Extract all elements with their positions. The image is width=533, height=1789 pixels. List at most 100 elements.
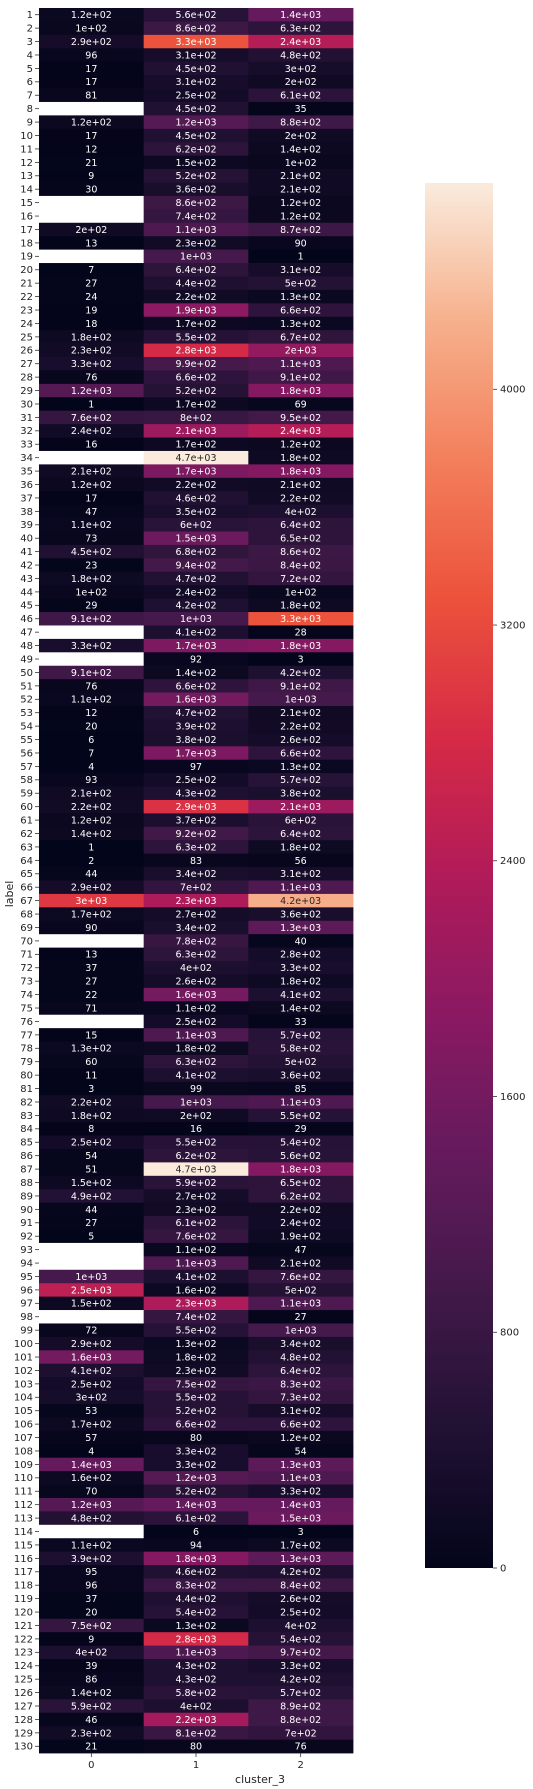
heatmap-cell (143, 692, 249, 707)
cell-annotation: 33 (295, 1017, 307, 1028)
cell-annotation: 3 (88, 1084, 94, 1095)
cell-annotation: 1.7e+02 (175, 399, 216, 410)
heatmap-cell (39, 732, 145, 747)
y-tick-label: 80 (20, 1071, 33, 1082)
heatmap-cell (248, 491, 354, 506)
cell-annotation: 12 (85, 708, 97, 719)
cell-annotation: 8.8e+02 (280, 118, 321, 129)
heatmap-cell (143, 1659, 249, 1673)
heatmap-cell (39, 1632, 145, 1647)
heatmap-cell (248, 504, 354, 519)
cell-annotation: 1e+02 (285, 158, 317, 169)
cell-annotation: 3.8e+02 (280, 789, 321, 800)
y-tick-label: 89 (20, 1191, 33, 1202)
cell-annotation: 3 (298, 1527, 304, 1538)
heatmap-cell (39, 1122, 145, 1136)
cell-annotation: 2.4e+02 (175, 587, 216, 598)
y-tick-label: 38 (20, 507, 33, 518)
cell-annotation: 9.1e+02 (71, 614, 112, 625)
cell-annotation: 1.3e+02 (280, 292, 321, 303)
heatmap-cell (248, 826, 354, 841)
heatmap-cell (143, 209, 249, 224)
y-tick-label: 6 (27, 77, 33, 88)
y-tick-label: 32 (20, 426, 33, 437)
cell-annotation: 1.8e+03 (280, 467, 321, 478)
cell-annotation: 3.8e+02 (175, 735, 216, 746)
heatmap-cell (248, 518, 354, 532)
cell-annotation: 1.8e+02 (175, 1044, 216, 1055)
cell-annotation: 6.1e+02 (175, 1514, 216, 1525)
cell-annotation: 1.7e+02 (175, 440, 216, 451)
heatmap-cell (39, 1457, 145, 1472)
heatmap-cell (39, 276, 145, 291)
cell-annotation: 1.4e+03 (280, 1500, 321, 1511)
cell-annotation: 4.3e+02 (175, 1675, 216, 1686)
cell-annotation: 1.2e+02 (71, 480, 112, 491)
heatmap-cell (248, 1122, 354, 1136)
cell-annotation: 4.1e+02 (71, 1366, 112, 1377)
cell-annotation: 17 (85, 64, 97, 75)
cell-annotation: 2.8e+03 (175, 346, 216, 357)
heatmap-cell (248, 222, 354, 237)
cell-annotation: 6.4e+02 (280, 1366, 321, 1377)
heatmap-cell (248, 1175, 354, 1190)
cell-annotation: 3.4e+02 (175, 923, 216, 934)
cell-annotation: 9.2e+02 (175, 829, 216, 840)
heatmap-cell (143, 1283, 249, 1298)
cell-annotation: 27 (295, 1312, 307, 1323)
heatmap-cell (248, 706, 354, 720)
cell-annotation: 2e+02 (75, 225, 107, 236)
cell-annotation: 95 (85, 1567, 97, 1578)
cell-annotation: 4e+02 (285, 1621, 317, 1632)
cell-annotation: 7.4e+02 (175, 211, 216, 222)
heatmap-cell (248, 1323, 354, 1338)
heatmap-cell (143, 1712, 249, 1727)
cell-annotation: 1.1e+02 (175, 1003, 216, 1014)
heatmap-cell (248, 343, 354, 358)
cell-annotation: 18 (85, 319, 97, 330)
cell-annotation: 5.7e+02 (280, 1030, 321, 1041)
cell-annotation: 2.7e+02 (175, 1191, 216, 1202)
cell-annotations: 1.2e+02 5.6e+02 1.4e+03 1e+02 8.6e+02 6.3e+02… (71, 10, 321, 1753)
heatmap-cell (248, 773, 354, 787)
cell-annotation: 27 (85, 1218, 97, 1229)
y-tick-label: 2 (27, 24, 33, 35)
cell-annotation: 6.1e+02 (175, 1218, 216, 1229)
y-tick-label: 92 (20, 1232, 33, 1243)
y-tick-label: 50 (20, 668, 33, 679)
heatmap-cell (248, 397, 354, 412)
colorbar-tick-label: 0 (500, 1563, 506, 1574)
y-tick-label: 14 (20, 185, 33, 196)
heatmap-cell (248, 638, 354, 653)
cell-annotation: 4.6e+02 (175, 493, 216, 504)
heatmap-cell (39, 316, 145, 331)
y-tick-label: 110 (14, 1473, 33, 1484)
y-tick-label: 43 (20, 574, 33, 585)
cell-annotation: 6.2e+02 (175, 144, 216, 155)
heatmap-cell (248, 464, 354, 479)
heatmap-cell (143, 1565, 249, 1579)
heatmap-cell (39, 1216, 145, 1230)
cell-annotation: 5.4e+02 (280, 1634, 321, 1645)
cell-annotation: 6.8e+02 (175, 547, 216, 558)
heatmap-cell (39, 1108, 145, 1123)
cell-annotation: 4 (88, 762, 94, 773)
heatmap-cell (39, 410, 145, 425)
heatmap-cell (39, 1390, 145, 1405)
heatmap-cell (39, 1712, 145, 1727)
heatmap-cell (39, 665, 145, 680)
y-tick-label: 51 (20, 681, 33, 692)
heatmap-cell (39, 799, 145, 814)
heatmap-cells (39, 8, 354, 1754)
heatmap-cell (143, 61, 249, 76)
heatmap-cell (143, 222, 249, 237)
heatmap-cell (143, 8, 249, 22)
cell-annotation: 2e+03 (285, 346, 317, 357)
cell-annotation: 6 (193, 1527, 199, 1538)
cell-annotation: 96 (85, 1581, 97, 1592)
cell-annotation: 27 (85, 279, 97, 290)
heatmap-cell (143, 867, 249, 881)
cell-annotation: 1.2e+03 (71, 1500, 112, 1511)
heatmap-cell (39, 1417, 145, 1432)
heatmap-cell (248, 48, 354, 63)
